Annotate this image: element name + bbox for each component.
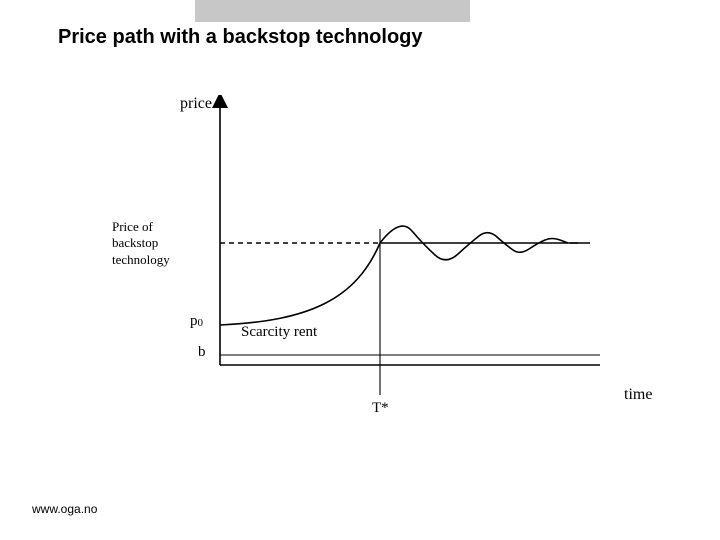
p0-sub: 0 — [198, 317, 204, 329]
b-label: b — [198, 344, 206, 361]
p0-label: p0 — [190, 313, 203, 330]
chart-area: price Price ofbackstoptechnology p0 b Sc… — [100, 95, 660, 455]
backstop-label: Price ofbackstoptechnology — [112, 219, 170, 268]
y-axis-label: price — [180, 95, 212, 113]
p0-text: p — [190, 313, 198, 329]
x-axis-label: time — [624, 386, 652, 404]
slide-title: Price path with a backstop technology — [58, 26, 423, 49]
tstar-label: T* — [372, 400, 389, 417]
scarcity-label: Scarcity rent — [241, 324, 317, 341]
slide: Price path with a backstop technology pr… — [0, 0, 720, 540]
footer-url: www.oga.no — [32, 502, 97, 516]
accent-box — [195, 0, 470, 22]
